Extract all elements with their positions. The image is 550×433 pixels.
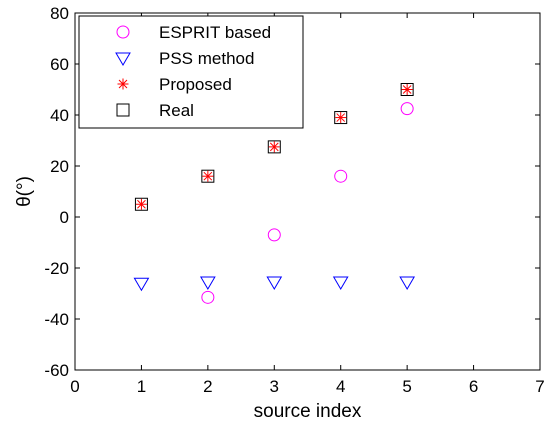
data-point-pss-method — [133, 277, 150, 292]
x-tick-label: 3 — [270, 377, 279, 396]
data-point-real — [134, 197, 148, 211]
legend-label-proposed: Proposed — [159, 75, 232, 94]
legend-box — [78, 15, 304, 129]
legend-marker-pss-method — [115, 52, 131, 66]
legend: ESPRIT based PSS method Proposed Real — [78, 15, 304, 129]
data-point-pss-method — [399, 276, 416, 291]
data-point-proposed — [135, 198, 147, 210]
legend-label-real: Real — [159, 101, 194, 120]
x-tick-label: 6 — [469, 377, 478, 396]
legend-marker-proposed — [117, 78, 129, 90]
data-point-proposed — [401, 84, 413, 95]
data-point-real — [334, 111, 348, 125]
data-point-real — [201, 169, 215, 183]
y-tick-label: -60 — [44, 361, 69, 380]
x-tick-label: 4 — [336, 377, 345, 396]
legend-marker-real — [116, 103, 130, 117]
data-point-real — [267, 140, 281, 154]
data-point-esprit-based — [400, 102, 414, 116]
x-axis-label: source index — [254, 401, 362, 422]
x-tick-label: 5 — [402, 377, 411, 396]
y-tick-label: 20 — [50, 157, 69, 176]
plot-area-frame — [74, 12, 541, 371]
y-tick-label: 60 — [50, 55, 69, 74]
data-point-pss-method — [199, 276, 216, 291]
y-tick-label: -20 — [44, 259, 69, 278]
legend-label-pss-method: PSS method — [159, 49, 254, 68]
data-point-proposed — [268, 141, 280, 153]
data-point-proposed — [202, 170, 214, 182]
data-point-esprit-based — [267, 228, 281, 242]
legend-marker-esprit-based — [116, 25, 130, 39]
x-tick-label: 1 — [137, 377, 146, 396]
data-point-proposed — [335, 112, 347, 124]
y-axis-label: θ(°) — [14, 176, 35, 207]
x-tick-label: 0 — [70, 377, 79, 396]
data-point-esprit-based — [201, 290, 215, 304]
data-point-real — [400, 83, 414, 96]
data-point-pss-method — [332, 276, 349, 291]
data-point-pss-method — [266, 276, 283, 291]
legend-label-esprit-based: ESPRIT based — [159, 23, 271, 42]
data-point-esprit-based — [334, 169, 348, 183]
x-tick-label: 2 — [203, 377, 212, 396]
y-tick-label: 80 — [50, 4, 69, 23]
x-tick-label: 7 — [535, 377, 544, 396]
y-tick-label: 0 — [60, 208, 69, 227]
y-tick-label: -40 — [44, 310, 69, 329]
y-tick-label: 40 — [50, 106, 69, 125]
